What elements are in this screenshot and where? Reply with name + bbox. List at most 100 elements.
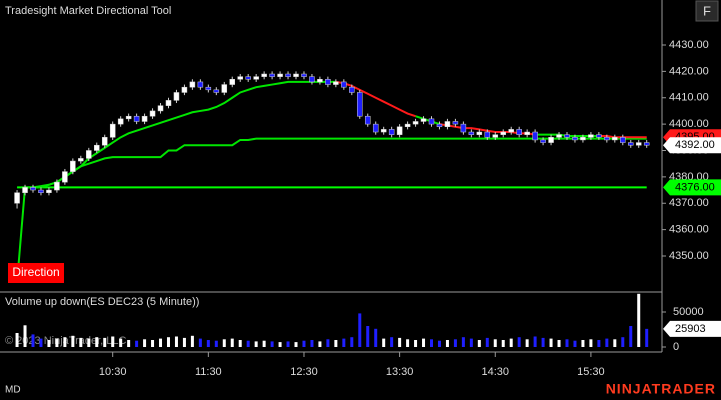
- candle-body: [165, 100, 172, 106]
- volume-bar: [222, 339, 226, 347]
- volume-bar: [15, 332, 19, 347]
- volume-bar: [501, 339, 505, 347]
- candle-body: [596, 134, 602, 138]
- candle-body: [460, 123, 467, 133]
- volume-bar: [286, 341, 290, 347]
- candle-body: [349, 86, 355, 93]
- candle-body: [548, 137, 554, 143]
- candle-body: [109, 123, 116, 138]
- volume-bar: [198, 338, 202, 347]
- candle-body: [380, 129, 387, 133]
- volume-bar: [621, 337, 625, 347]
- candle-body: [452, 121, 459, 125]
- candle-body: [476, 131, 483, 135]
- volume-bar: [159, 338, 163, 347]
- candle-body: [500, 131, 506, 135]
- volume-bar: [437, 340, 441, 347]
- candle-body: [46, 189, 52, 193]
- candle-body: [604, 137, 610, 141]
- volume-bar: [119, 338, 123, 347]
- volume-bar: [485, 337, 489, 347]
- x-tick-label: 12:30: [290, 366, 318, 378]
- candle-body: [149, 110, 156, 117]
- candle-body: [117, 118, 124, 125]
- candle-body: [572, 137, 578, 141]
- candle-body: [22, 187, 28, 193]
- volume-title: Volume up down(ES DEC23 (5 Minute)): [5, 296, 199, 308]
- price-marker: [663, 179, 721, 196]
- candle-body: [317, 79, 323, 83]
- volume-bar: [613, 339, 617, 347]
- volume-marker: [663, 320, 721, 337]
- y-tick-label: 0: [673, 341, 679, 353]
- x-tick-label: 10:30: [99, 366, 127, 378]
- x-tick-label: 11:30: [195, 366, 222, 378]
- volume-bar: [254, 341, 258, 347]
- candle-body: [364, 115, 371, 125]
- candle-body: [309, 76, 315, 83]
- chart-title: Tradesight Market Directional Tool: [5, 5, 171, 17]
- candle-body: [229, 79, 235, 85]
- volume-bar: [557, 339, 561, 347]
- footer-label: MD: [5, 385, 21, 396]
- candle-body: [532, 131, 538, 141]
- volume-bar: [166, 337, 170, 347]
- volume-bar: [143, 339, 147, 347]
- candle-body: [269, 73, 275, 77]
- candle-body: [189, 81, 196, 88]
- volume-bar: [525, 339, 529, 347]
- volume-bar: [605, 338, 609, 347]
- volume-bar: [406, 339, 410, 347]
- candle-body: [404, 123, 411, 128]
- y-tick-label: 4400.00: [669, 118, 709, 130]
- volume-bar: [238, 339, 242, 347]
- volume-bar: [597, 339, 601, 347]
- candle-body: [253, 76, 259, 80]
- volume-bar: [63, 337, 67, 347]
- volume-bar: [565, 339, 569, 347]
- candle-body: [436, 123, 443, 128]
- volume-bar: [453, 339, 457, 347]
- volume-bar: [629, 325, 633, 347]
- volume-bar: [541, 337, 545, 347]
- candle-body: [588, 134, 594, 138]
- candle-body: [94, 144, 100, 151]
- y-tick-label: 4410.00: [669, 92, 709, 104]
- candle-body: [213, 89, 220, 93]
- candle-body: [205, 86, 212, 91]
- volume-bar: [581, 339, 585, 347]
- candle-body: [78, 158, 84, 162]
- candle-body: [468, 131, 475, 135]
- volume-bar: [278, 342, 282, 347]
- button-label[interactable]: F: [703, 3, 711, 18]
- candle-body: [388, 129, 395, 135]
- candle-body: [396, 126, 403, 135]
- volume-bar: [71, 335, 75, 347]
- indicator-label: Direction: [12, 265, 59, 279]
- volume-bar: [111, 336, 115, 347]
- volume-bar: [445, 339, 449, 347]
- x-tick-label: 13:30: [386, 366, 414, 378]
- volume-bar: [270, 341, 274, 347]
- candle-body: [628, 142, 634, 146]
- candle-body: [173, 92, 180, 101]
- candle-body: [643, 142, 650, 146]
- candle-body: [484, 131, 491, 138]
- volume-bar: [533, 336, 537, 347]
- candle-body: [157, 105, 164, 112]
- volume-bar: [23, 325, 27, 347]
- volume-bar: [95, 337, 99, 347]
- volume-bar: [127, 339, 131, 347]
- candle-body: [86, 150, 92, 159]
- button[interactable]: [695, 0, 719, 22]
- price-marker-label: 4376.00: [675, 181, 715, 193]
- volume-bar: [79, 337, 83, 347]
- volume-bar: [262, 340, 266, 347]
- volume-bar: [246, 340, 250, 347]
- trend-line: [415, 115, 440, 126]
- price-marker-label: 4392.00: [675, 139, 715, 151]
- candle-body: [333, 81, 339, 85]
- candle-body: [14, 192, 20, 204]
- candle-body: [508, 129, 514, 133]
